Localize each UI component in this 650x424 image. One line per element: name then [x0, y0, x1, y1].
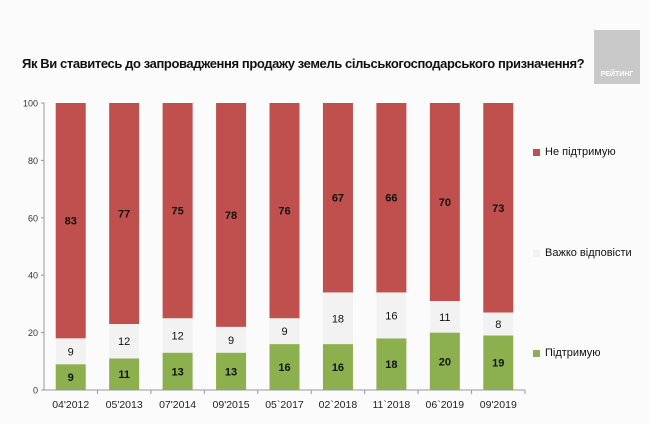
data-label: 76	[278, 206, 290, 218]
legend-swatch-undecided	[533, 249, 540, 257]
bar-segment	[376, 103, 407, 293]
data-label: 12	[118, 336, 130, 348]
data-label: 9	[281, 326, 287, 338]
x-tick-label: 11`2018	[373, 399, 411, 411]
bar-segment	[162, 318, 193, 353]
x-tick-label: 07'2014	[159, 399, 196, 411]
bar-segment	[429, 301, 460, 333]
legend-item-support: Підтримую	[533, 347, 601, 359]
data-label: 20	[439, 356, 451, 368]
data-label: 18	[332, 313, 344, 325]
bar-segment	[429, 103, 460, 302]
data-label: 73	[492, 203, 504, 215]
bar-segment	[109, 323, 140, 359]
legend-label-support: Підтримую	[545, 347, 601, 359]
bar-segment	[216, 352, 247, 390]
bar-segment	[216, 103, 247, 327]
bar-segment	[55, 338, 86, 365]
bar-segment	[55, 364, 86, 390]
x-tick-label: 09'2015	[213, 399, 250, 411]
data-label: 13	[225, 366, 237, 378]
bar-segment	[216, 326, 247, 353]
legend-item-undecided: Важко відповісти	[533, 247, 632, 259]
legend-label-oppose: Не підтримую	[545, 146, 616, 158]
bar-segment	[376, 338, 407, 390]
legend-swatch-support	[533, 349, 540, 357]
bar-segment	[322, 344, 353, 390]
data-label: 9	[68, 372, 74, 384]
chart-title: Як Ви ставитесь до запровадження продажу…	[22, 56, 585, 71]
bar-segment	[376, 292, 407, 339]
bar-segment	[55, 103, 86, 339]
data-label: 11	[439, 312, 450, 324]
data-label: 78	[225, 210, 237, 222]
y-tick-label: 0	[33, 386, 38, 396]
legend-label-undecided: Важко відповісти	[545, 247, 632, 259]
data-label: 67	[332, 193, 344, 205]
data-label: 19	[492, 358, 504, 370]
x-tick-label: 02`2018	[319, 399, 358, 411]
data-label: 12	[171, 330, 183, 342]
bar-segment	[483, 103, 514, 313]
data-label: 77	[118, 208, 130, 220]
y-tick-label: 100	[23, 99, 38, 109]
data-label: 83	[65, 216, 77, 228]
data-label: 9	[68, 346, 74, 358]
bar-segment	[483, 312, 514, 336]
logo-text: РЕЙТИНГ	[600, 71, 634, 78]
x-tick-label: 06`2019	[426, 399, 465, 411]
legend-item-oppose: Не підтримую	[533, 146, 616, 158]
legend-swatch-oppose	[533, 148, 540, 156]
bar-segment	[429, 332, 460, 390]
data-label: 11	[118, 369, 130, 381]
rating-logo: РЕЙТИНГ	[594, 30, 640, 84]
bar-segment	[269, 344, 300, 390]
x-tick-label: 05'2013	[106, 399, 143, 411]
data-label: 18	[385, 359, 397, 371]
bar-segment	[109, 103, 140, 324]
bar-segment	[269, 318, 300, 345]
x-tick-label: 04'2012	[52, 399, 89, 411]
x-tick-label: 09'2019	[480, 399, 517, 411]
data-label: 66	[385, 193, 397, 205]
bar-segment	[269, 103, 300, 319]
data-label: 9	[228, 335, 234, 347]
data-label: 13	[171, 366, 183, 378]
bar-segment	[483, 335, 514, 390]
data-label: 70	[439, 197, 451, 209]
bar-segment	[109, 358, 140, 390]
y-tick-label: 40	[28, 271, 38, 281]
y-tick-label: 80	[28, 156, 38, 166]
data-label: 16	[332, 362, 344, 374]
bar-segment	[322, 292, 353, 345]
bar-segment	[162, 103, 193, 319]
data-label: 16	[385, 310, 397, 322]
y-tick-label: 20	[28, 328, 38, 338]
bar-segment	[162, 352, 193, 390]
bar-segment	[322, 103, 353, 293]
data-label: 8	[495, 319, 501, 331]
data-label: 16	[278, 362, 290, 374]
x-tick-label: 05`2017	[265, 399, 304, 411]
y-tick-label: 60	[28, 213, 38, 223]
data-label: 75	[171, 206, 183, 218]
